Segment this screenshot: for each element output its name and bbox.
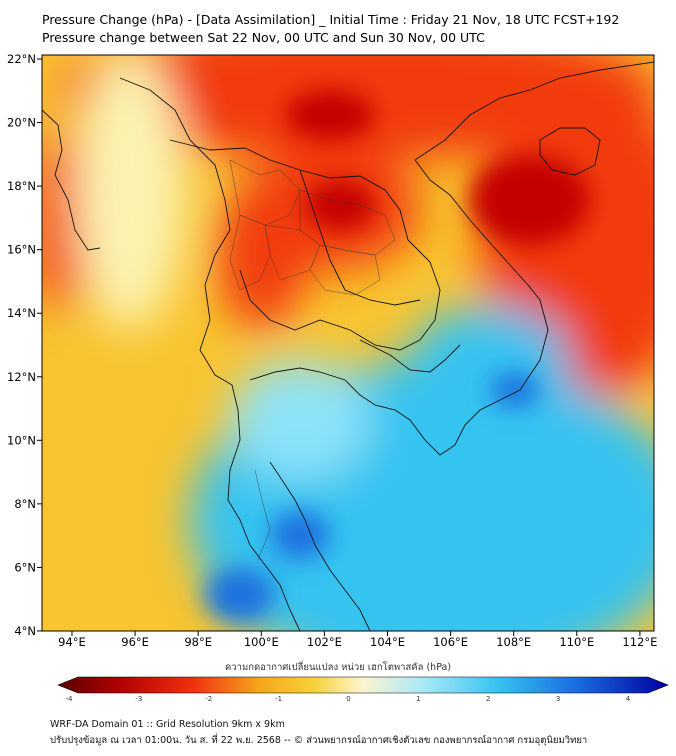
lon-tick-label: 110°E	[559, 635, 594, 649]
lon-tick-label: 96°E	[121, 635, 149, 649]
border-thailand	[169, 139, 441, 351]
lat-tick-label: 12°N	[7, 370, 36, 384]
lon-tick-label: 100°E	[244, 635, 279, 649]
border-laos	[299, 169, 421, 306]
coastline-hainan	[539, 127, 601, 176]
chart-title: Pressure Change (hPa) - [Data Assimilati…	[42, 12, 620, 27]
lat-tick-label: 16°N	[7, 243, 36, 257]
colorbar-title: ความกดอากาศเปลี่ยนแปลง หน่วย เฮกโตพาสคัล…	[224, 662, 452, 673]
field-strong-fall-east	[470, 155, 590, 245]
lat-tick-label: 22°N	[7, 52, 36, 66]
pressure-change-map: 94°E 96°E 98°E 100°E 102°E 104°E 106°E 108°E 110…	[7, 52, 657, 649]
lon-tick-label: 102°E	[307, 635, 342, 649]
lat-tick-label: 4°N	[14, 624, 36, 638]
latitude-axis: 22°N 20°N 18°N 16°N 14°N 12°N 10°N 8°N 6°N 4°N	[7, 52, 42, 638]
field-strong-rise-south	[205, 567, 275, 623]
lat-tick-label: 6°N	[14, 560, 36, 574]
field-fall-west	[217, 180, 307, 330]
coastline-andaman	[119, 77, 301, 631]
longitude-axis: 94°E 96°E 98°E 100°E 102°E 104°E 106°E 108°E 110…	[58, 631, 657, 649]
lat-tick-label: 18°N	[7, 179, 36, 193]
field-strong-rise-east	[490, 372, 540, 408]
border-cambodia	[359, 339, 461, 373]
lat-tick-label: 10°N	[7, 433, 36, 447]
lat-tick-label: 20°N	[7, 116, 36, 130]
field-strong-fall-central	[305, 180, 375, 230]
lon-tick-label: 104°E	[370, 635, 405, 649]
footer-credit: ปรับปรุงข้อมูล ณ เวลา 01:00น. วัน ส. ที่…	[50, 735, 588, 746]
coastline-gulf-south	[269, 461, 371, 631]
coastlines	[42, 61, 654, 631]
lat-tick-label: 14°N	[7, 306, 36, 320]
lon-tick-label: 108°E	[496, 635, 531, 649]
lon-tick-label: 94°E	[58, 635, 86, 649]
footer-model-info: WRF-DA Domain 01 :: Grid Resolution 9km …	[50, 719, 285, 730]
lon-tick-label: 98°E	[184, 635, 212, 649]
province-group-south	[254, 469, 271, 561]
map-frame	[41, 54, 655, 632]
lat-tick-label: 8°N	[14, 497, 36, 511]
field-neutral-west	[75, 55, 185, 330]
map-field	[42, 55, 654, 631]
field-strong-rise-gulf	[270, 510, 330, 560]
lon-tick-label: 106°E	[433, 635, 468, 649]
chart-subtitle: Pressure change between Sat 22 Nov, 00 U…	[42, 30, 485, 45]
coastline-bay-of-bengal	[42, 109, 101, 251]
province-group-east	[309, 244, 381, 296]
field-slight-rise	[230, 360, 370, 480]
coastline-indochina	[249, 61, 654, 456]
lon-tick-label: 112°E	[622, 635, 657, 649]
field-strong-fall-north	[285, 90, 375, 140]
province-borders	[229, 159, 396, 561]
